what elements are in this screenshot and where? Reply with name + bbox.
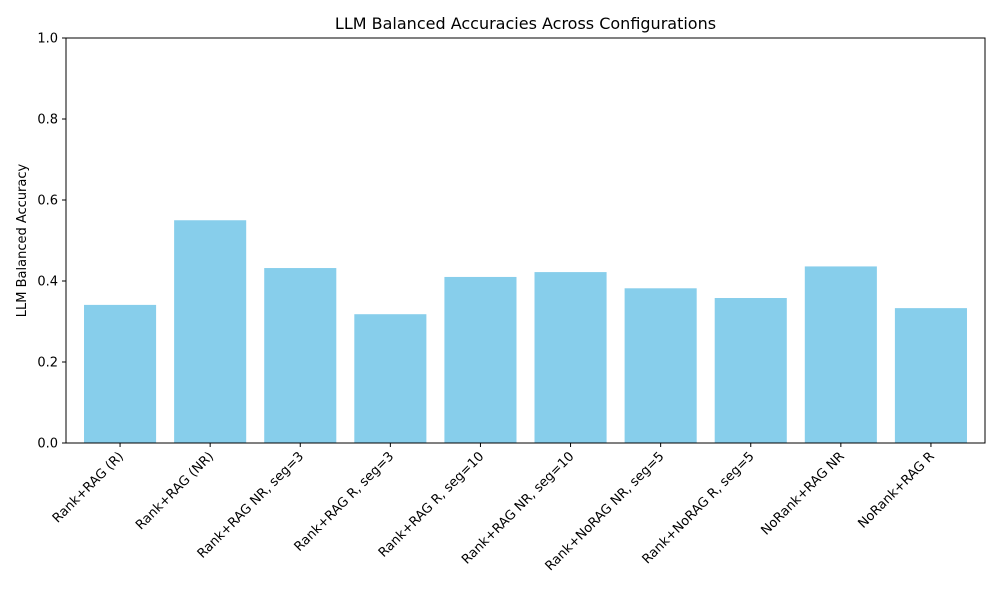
y-tick-label: 0.6 — [37, 194, 58, 209]
bar-9 — [894, 308, 967, 443]
y-ticks-group: 0.0 0.2 0.4 0.6 0.8 1.0 — [37, 32, 66, 452]
bar-1 — [174, 220, 247, 443]
bar-4 — [444, 276, 517, 443]
x-tick-label: Rank+RAG R, seg=3 — [292, 449, 398, 555]
x-tick-label: NoRank+RAG R — [855, 449, 937, 531]
y-tick-label: 1.0 — [37, 32, 58, 47]
x-tick-label: Rank+RAG (R) — [50, 449, 127, 526]
bar-0 — [84, 304, 157, 443]
plot-frame — [65, 37, 986, 444]
x-tick-label: Rank+RAG NR, seg=3 — [195, 449, 307, 561]
x-tick-label: NoRank+RAG NR — [758, 449, 847, 538]
y-tick-label: 0.0 — [37, 437, 58, 452]
bar-6 — [624, 288, 697, 443]
bar-5 — [534, 272, 607, 443]
bars-group — [84, 220, 967, 443]
bar-3 — [354, 314, 427, 443]
x-tick-label: Rank+RAG (NR) — [133, 449, 217, 533]
y-tick-label: 0.2 — [37, 356, 58, 371]
bar-8 — [804, 266, 877, 443]
x-ticks-group: Rank+RAG (R) Rank+RAG (NR)Rank+RAG NR, se… — [50, 443, 938, 574]
x-tick-label: Rank+RAG R, seg=10 — [376, 449, 487, 560]
y-tick-label: 0.4 — [37, 275, 58, 290]
bar-2 — [264, 268, 337, 443]
chart-title: LLM Balanced Accuracies Across Configura… — [335, 14, 716, 33]
bar-7 — [714, 298, 787, 443]
y-tick-label: 0.8 — [37, 113, 58, 128]
y-axis-label: LLM Balanced Accuracy — [15, 163, 30, 317]
